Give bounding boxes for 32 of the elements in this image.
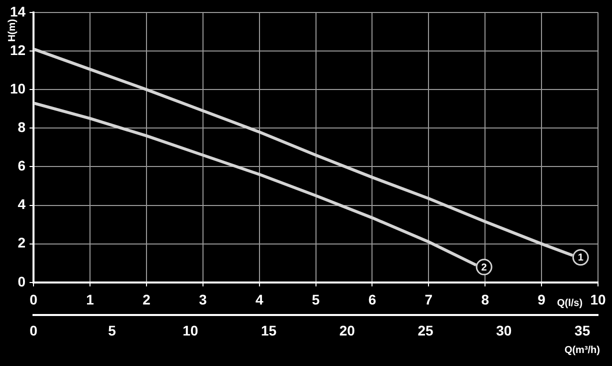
y-tick-label: 0 xyxy=(18,273,26,290)
y-tick-label: 6 xyxy=(18,158,26,174)
y-axis-title: H(m) xyxy=(6,19,18,42)
y-tick-label: 12 xyxy=(10,42,26,58)
x-tick-label: 10 xyxy=(590,292,606,308)
x-tick-label: 6 xyxy=(368,292,376,308)
x2-tick-label: 20 xyxy=(339,322,356,338)
x-tick-label: 2 xyxy=(142,292,151,308)
y-tick-label: 8 xyxy=(18,118,26,135)
y-tick-label: 2 xyxy=(18,234,26,251)
x-tick-label: 7 xyxy=(424,292,433,308)
x2-tick-label: 35 xyxy=(574,322,590,338)
x-tick-label: 3 xyxy=(199,292,207,308)
x2-tick-label: 0 xyxy=(30,322,38,338)
x2-tick-label: 5 xyxy=(108,322,116,338)
y-tick-label: 4 xyxy=(18,196,26,212)
y-tick-label: 10 xyxy=(10,80,26,96)
x-tick-label: 5 xyxy=(312,292,320,308)
x2-tick-label: 25 xyxy=(418,322,434,338)
x2-tick-label: 30 xyxy=(496,322,512,338)
series-label: 1 xyxy=(578,252,584,264)
x-tick-label: 0 xyxy=(30,292,38,308)
x2-tick-label: 10 xyxy=(182,322,198,338)
x-tick-label: 4 xyxy=(255,292,264,308)
x-axis-title: Q(l/s) xyxy=(556,298,583,310)
x-tick-label: 8 xyxy=(481,292,490,308)
x2-axis-title: Q(m³/h) xyxy=(564,344,600,356)
x2-tick-label: 15 xyxy=(260,322,277,338)
x-tick-label: 9 xyxy=(538,292,546,308)
series-label: 2 xyxy=(481,262,488,274)
x-tick-label: 1 xyxy=(86,292,94,308)
y-tick-label: 14 xyxy=(10,3,26,20)
